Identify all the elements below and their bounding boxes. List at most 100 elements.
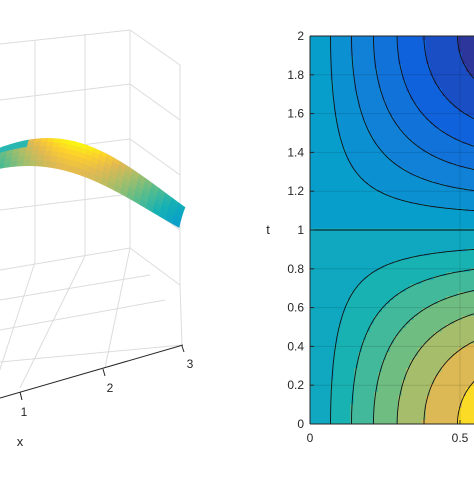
- contour-cell: [314, 404, 319, 409]
- contour-cell: [442, 36, 447, 41]
- contour-cell: [358, 252, 363, 257]
- contour-cell: [342, 200, 347, 205]
- contour-cell: [314, 68, 319, 73]
- contour-cell: [462, 400, 467, 405]
- contour-cell: [326, 300, 331, 305]
- contour-cell: [366, 84, 371, 89]
- contour-cell: [462, 280, 467, 285]
- contour-cell: [350, 92, 355, 97]
- contour-cell: [366, 380, 371, 385]
- contour-cell: [354, 252, 359, 257]
- contour-cell: [374, 148, 379, 153]
- contour-cell: [438, 284, 443, 289]
- contour-cell: [310, 220, 315, 225]
- contour-cell: [466, 276, 471, 281]
- surface-plot: 1 2 3 x: [0, 30, 194, 449]
- contour-cell: [390, 332, 395, 337]
- y-tick-label: 1.2: [287, 184, 304, 198]
- contour-cell: [462, 340, 467, 345]
- contour-cell: [426, 184, 431, 189]
- contour-cell: [386, 200, 391, 205]
- contour-cell: [350, 320, 355, 325]
- contour-cell: [466, 52, 471, 57]
- contour-cell: [346, 100, 351, 105]
- contour-cell: [434, 296, 439, 301]
- contour-cell: [346, 224, 351, 229]
- contour-cell: [330, 240, 335, 245]
- contour-cell: [434, 204, 439, 209]
- contour-cell: [454, 240, 459, 245]
- contour-cell: [402, 176, 407, 181]
- contour-cell: [426, 376, 431, 381]
- contour-cell: [318, 184, 323, 189]
- contour-cell: [370, 180, 375, 185]
- contour-cell: [446, 108, 451, 113]
- contour-cell: [354, 416, 359, 421]
- contour-cell: [434, 168, 439, 173]
- contour-cell: [310, 128, 315, 133]
- contour-cell: [358, 368, 363, 373]
- contour-cell: [334, 256, 339, 261]
- contour-cell: [454, 280, 459, 285]
- contour-cell: [418, 404, 423, 409]
- contour-cell: [382, 292, 387, 297]
- contour-cell: [410, 148, 415, 153]
- contour-cell: [414, 340, 419, 345]
- contour-cell: [394, 248, 399, 253]
- contour-cell: [334, 88, 339, 93]
- contour-cell: [390, 44, 395, 49]
- contour-cell: [310, 284, 315, 289]
- contour-cell: [322, 288, 327, 293]
- contour-cell: [342, 160, 347, 165]
- contour-cell: [370, 332, 375, 337]
- contour-cell: [310, 396, 315, 401]
- contour-cell: [322, 256, 327, 261]
- contour-cell: [434, 172, 439, 177]
- contour-cell: [334, 144, 339, 149]
- contour-cell: [358, 140, 363, 145]
- contour-cell: [358, 188, 363, 193]
- contour-cell: [374, 392, 379, 397]
- contour-cell: [390, 368, 395, 373]
- contour-cell: [378, 280, 383, 285]
- contour-cell: [398, 208, 403, 213]
- contour-cell: [378, 72, 383, 77]
- contour-cell: [442, 264, 447, 269]
- contour-cell: [378, 184, 383, 189]
- contour-cell: [446, 280, 451, 285]
- contour-cell: [330, 332, 335, 337]
- contour-cell: [402, 248, 407, 253]
- contour-cell: [382, 332, 387, 337]
- contour-cell: [358, 260, 363, 265]
- contour-cell: [434, 352, 439, 357]
- contour-cell: [326, 312, 331, 317]
- contour-cell: [422, 296, 427, 301]
- contour-cell: [470, 160, 474, 165]
- contour-cell: [438, 244, 443, 249]
- contour-cell: [418, 376, 423, 381]
- contour-cell: [426, 256, 431, 261]
- contour-cell: [362, 80, 367, 85]
- contour-cell: [322, 244, 327, 249]
- contour-cell: [434, 388, 439, 393]
- contour-cell: [330, 328, 335, 333]
- contour-cell: [322, 280, 327, 285]
- contour-cell: [434, 104, 439, 109]
- contour-cell: [466, 196, 471, 201]
- contour-cell: [402, 212, 407, 217]
- contour-cell: [422, 124, 427, 129]
- contour-cell: [334, 204, 339, 209]
- contour-cell: [334, 48, 339, 53]
- contour-cell: [378, 288, 383, 293]
- contour-cell: [450, 360, 455, 365]
- contour-cell: [370, 380, 375, 385]
- contour-cell: [450, 176, 455, 181]
- contour-cell: [466, 200, 471, 205]
- contour-cell: [386, 372, 391, 377]
- contour-cell: [334, 380, 339, 385]
- y-tick-label: 1.4: [287, 145, 304, 159]
- contour-cell: [390, 88, 395, 93]
- contour-cell: [386, 308, 391, 313]
- contour-cell: [434, 356, 439, 361]
- contour-cell: [430, 84, 435, 89]
